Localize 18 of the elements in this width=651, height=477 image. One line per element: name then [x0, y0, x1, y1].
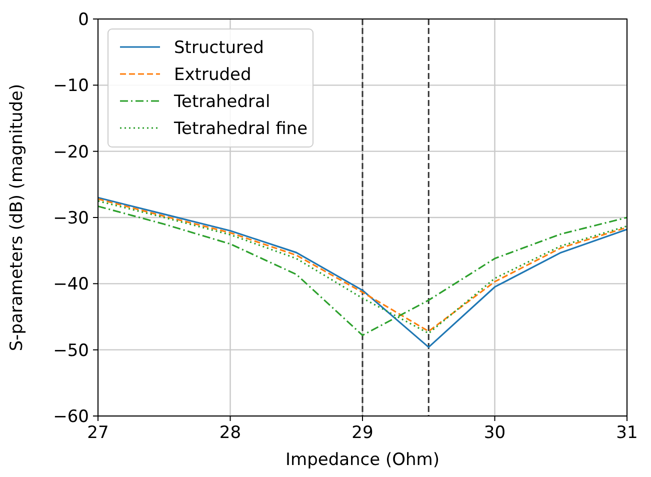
y-axis-title: S-parameters (dB) (magnitude) [7, 84, 27, 352]
x-tick-label: 31 [616, 423, 638, 443]
x-tick-label: 29 [352, 423, 374, 443]
y-tick-label: 0 [78, 10, 89, 30]
y-tick-label: −10 [53, 76, 89, 96]
x-tick-label: 28 [219, 423, 242, 443]
y-tick-label: −60 [53, 406, 89, 427]
legend-label: Structured [174, 38, 264, 58]
x-tick-label: 27 [87, 423, 109, 443]
x-tick-label: 30 [484, 423, 506, 443]
legend-label: Tetrahedral fine [173, 118, 308, 139]
y-tick-label: −50 [53, 340, 89, 361]
y-tick-label: −30 [53, 208, 89, 228]
y-tick-label: −40 [53, 274, 89, 295]
y-tick-label: −20 [53, 142, 89, 162]
x-axis-title: Impedance (Ohm) [286, 450, 440, 470]
legend-label: Extruded [174, 64, 252, 85]
legend-label: Tetrahedral [173, 92, 270, 112]
